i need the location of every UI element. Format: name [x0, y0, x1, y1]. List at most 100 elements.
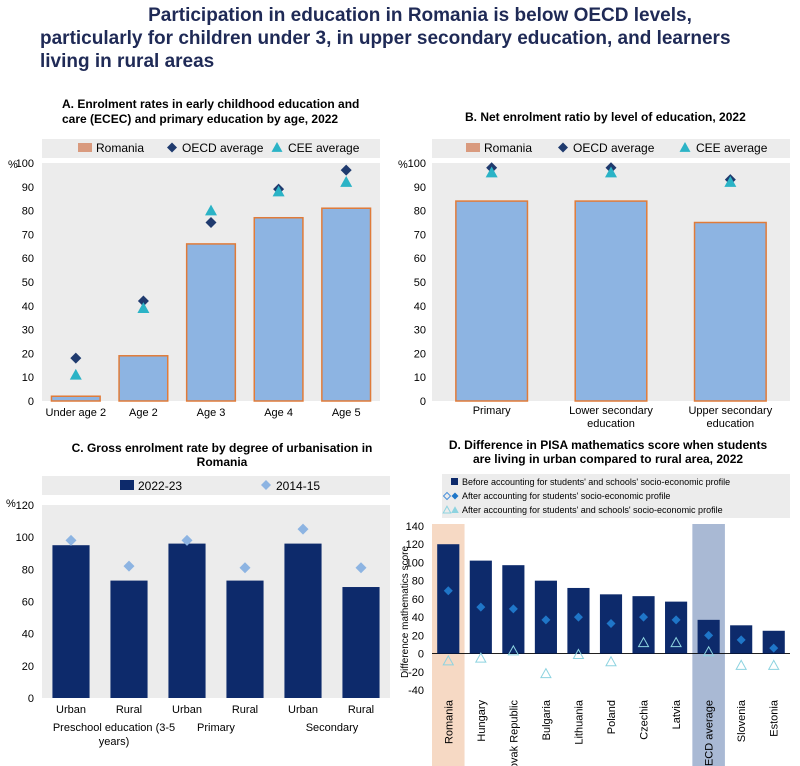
panel-b-legend-romania-label: Romania: [484, 141, 532, 155]
panel-d-y-tick-label: 0: [418, 649, 424, 661]
panel-c-y-tick-label: 0: [28, 693, 34, 705]
panel-d-bar-before: [762, 630, 785, 654]
panel-b-bar-romania: [693, 221, 767, 402]
panel-c-legend-2022-label: 2022-23: [138, 479, 182, 493]
panel-c-x-tick-label: Urban: [172, 704, 202, 716]
panel-d-marker-after-students-schools: [605, 655, 617, 667]
panel-d-x-tick-label: Lithuania: [573, 699, 585, 745]
panel-b-legend-cee-marker: [679, 142, 691, 152]
panel-b-marker-cee: [724, 176, 737, 187]
panel-a-bar-romania: [50, 395, 101, 402]
panel-d-x-tick-label: Latvia: [671, 699, 683, 729]
panel-b-marker-cee: [605, 166, 617, 178]
panel-a-x-tick-label: Age 4: [264, 407, 293, 419]
panel-c-legend-2014-label: 2014-15: [276, 479, 320, 493]
main-title-line-3: living in rural areas: [40, 51, 215, 72]
panel-b-legend-oecd-label: OECD average: [573, 141, 655, 155]
panel-d-marker-after-students-schools: [702, 645, 715, 657]
panel-c-legend-2022-patch: [120, 480, 134, 490]
panel-d-marker-after-students-schools: [540, 667, 552, 679]
panel-d-x-tick-label: Czechia: [639, 699, 651, 740]
panel-d-bar-before: [665, 601, 688, 654]
panel-a-legend-romania-patch: [78, 143, 92, 152]
panel-d-y-tick-label: 40: [412, 612, 424, 624]
panel-d-x-tick-label: Romania: [443, 699, 455, 744]
panel-a-y-tick-label: 70: [22, 229, 34, 241]
panel-a-y-tick-label: 90: [22, 182, 34, 194]
panel-b-y-tick-label: 70: [414, 229, 426, 241]
panel-a-x-tick-label: Under age 2: [46, 407, 107, 419]
panel-c-group-label: Secondary: [306, 722, 359, 734]
panel-c-y-tick-label: 20: [22, 661, 34, 673]
panel-b-y-tick-label: 60: [414, 253, 426, 265]
panel-c-group-label: Primary: [197, 722, 235, 734]
panel-d-marker-after-students-schools: [767, 659, 780, 670]
panel-b-y-tick-label: 0: [420, 396, 426, 408]
panel-c-bar-2022: [284, 543, 322, 698]
panel-a-bar-romania: [253, 216, 304, 402]
panel-a-marker-cee: [205, 204, 217, 216]
panel-a-y-tick-label: 50: [22, 277, 34, 289]
panel-d-marker-after-students: [606, 618, 616, 628]
panel-c-bar-2022: [342, 587, 380, 698]
panel-b-y-tick-label: 80: [414, 206, 426, 218]
panel-a-y-tick-label: 20: [22, 348, 34, 360]
panel-b-x-tick-label: Upper secondary: [688, 405, 772, 417]
panel-c-y-tick-label: 100: [16, 532, 34, 544]
panel-d-marker-after-students: [639, 612, 649, 622]
panel-b-y-tick-label: 30: [414, 325, 426, 337]
panel-c-title-line: Romania: [197, 455, 248, 469]
panel-d-y-axis-label: Difference mathematics score: [400, 546, 411, 679]
panel-d-legend-after2-marker-a: [442, 505, 452, 514]
main-title-line-2: particularly for children under 3, in up…: [40, 28, 731, 49]
panel-a-bar-romania: [321, 207, 372, 402]
panel-c-plot-area: [42, 505, 390, 698]
panel-c-legend-band: [42, 476, 390, 495]
panel-a-x-tick-label: Age 3: [197, 407, 226, 419]
panel-b-title-line: B. Net enrolment ratio by level of educa…: [465, 110, 746, 124]
panel-d-y-tick-label: -20: [408, 667, 424, 679]
panel-c-title-line: C. Gross enrolment rate by degree of urb…: [72, 441, 373, 455]
panel-d-x-tick-label: Slovenia: [736, 699, 748, 742]
panel-d-marker-after-students-schools: [637, 636, 650, 648]
panel-c-y-tick-label: 80: [22, 564, 34, 576]
panel-b-y-tick-label: 50: [414, 277, 426, 289]
panel-d-x-tick-label: Slovak Republic: [508, 700, 520, 766]
panel-b-x-tick-label: education: [587, 418, 635, 430]
panel-d-y-tick-label: -40: [408, 685, 424, 697]
panel-d-y-tick-label: 120: [406, 539, 424, 551]
panel-b-y-axis-label: %: [398, 159, 408, 171]
panel-b-y-tick-label: 10: [414, 372, 426, 384]
panel-c-bar-2022: [52, 545, 90, 698]
panel-a-marker-oecd: [70, 352, 82, 364]
panel-c-x-tick-label: Rural: [232, 704, 258, 716]
panel-d-marker-after-students: [671, 615, 681, 625]
panel-d-legend-after1-marker-b: [451, 492, 459, 500]
panel-c-group-label: Preschool education (3-5: [53, 722, 175, 734]
panel-a-legend-oecd-marker: [167, 142, 177, 153]
panel-b-y-tick-label: 20: [414, 348, 426, 360]
panel-a-x-tick-label: Age 2: [129, 407, 158, 419]
panel-d-title-line: D. Difference in PISA mathematics score …: [449, 438, 768, 452]
panel-d-x-tick-label: Estonia: [769, 699, 781, 737]
panel-c-marker-2014: [355, 562, 367, 574]
panel-d-marker-after-students: [704, 630, 714, 640]
main-title-line-1: Participation in education in Romania is…: [148, 5, 692, 26]
panel-a-bar-romania: [118, 355, 169, 402]
main-title: Participation in education in Romania is…: [0, 4, 800, 73]
panel-d-y-tick-label: 140: [406, 521, 424, 533]
panel-d-marker-after-students-schools: [670, 636, 682, 648]
panel-a-y-tick-label: 60: [22, 253, 34, 265]
panel-a-bar-romania: [185, 243, 237, 402]
panel-d-x-tick-label: Hungary: [476, 700, 488, 742]
panel-c-x-tick-label: Urban: [56, 704, 86, 716]
panel-c-marker-2014: [239, 562, 251, 574]
panel-a-y-tick-label: 10: [22, 372, 34, 384]
panel-a-x-tick-label: Age 5: [332, 407, 361, 419]
panel-a-marker-oecd: [205, 217, 217, 228]
panel-d-marker-after-students: [476, 602, 486, 612]
panel-b-y-tick-label: 40: [414, 301, 426, 313]
panel-b-legend-band: [432, 139, 790, 158]
panel-d-marker-after-students-schools: [507, 644, 520, 656]
